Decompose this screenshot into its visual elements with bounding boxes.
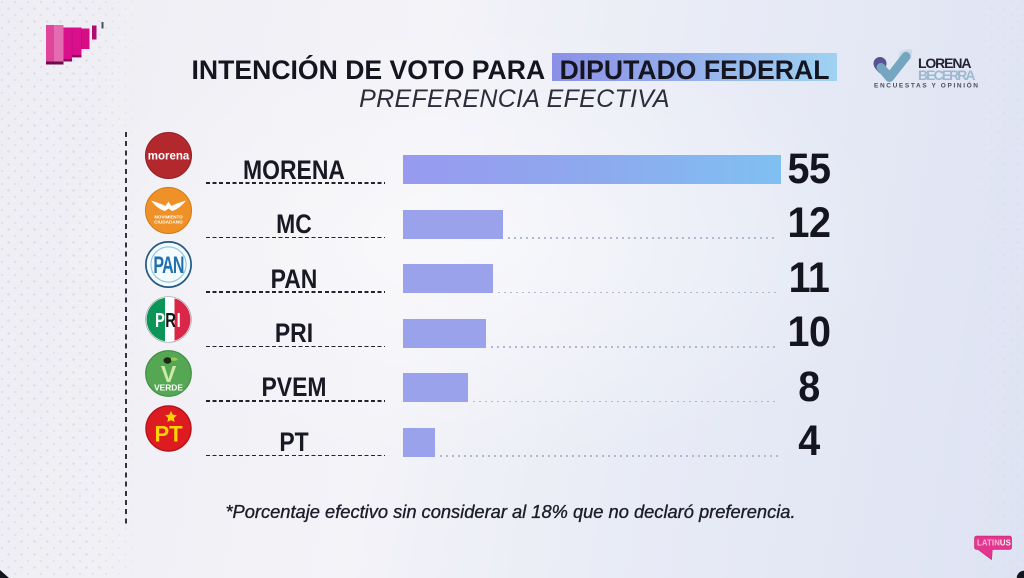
svg-text:PAN: PAN [153,253,183,279]
svg-text:I: I [177,308,181,331]
svg-text:PT: PT [154,421,183,446]
svg-text:P: P [155,308,165,331]
svg-text:V: V [161,361,177,387]
svg-text:LORENA: LORENA [918,55,972,71]
svg-text:LATINUS: LATINUS [977,539,1011,548]
svg-text:BECERRA: BECERRA [918,67,976,83]
svg-text:R: R [165,308,176,331]
svg-text:ENCUESTAS Y OPINIÓN: ENCUESTAS Y OPINIÓN [874,81,978,90]
svg-text:morena: morena [148,151,190,163]
svg-text:CIUDADANO: CIUDADANO [154,219,183,224]
svg-text:VERDE: VERDE [154,383,183,393]
svg-text:MOVIMIENTO: MOVIMIENTO [154,214,183,219]
